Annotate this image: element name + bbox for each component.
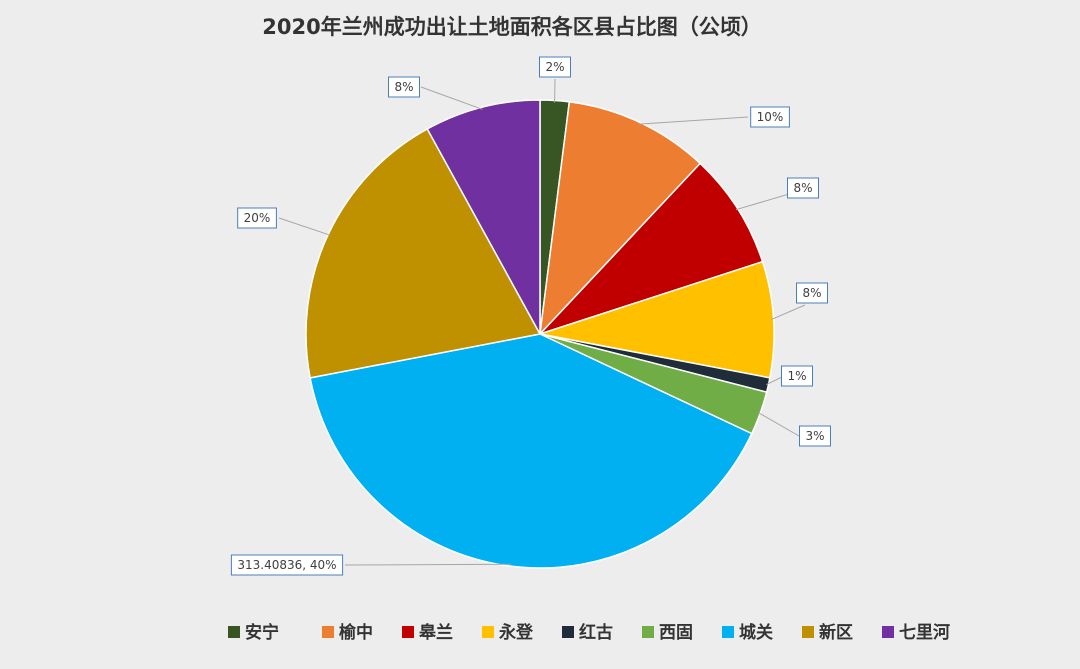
- legend-swatch: [228, 626, 240, 638]
- legend-swatch: [882, 626, 894, 638]
- legend-swatch: [802, 626, 814, 638]
- legend-label: 七里河: [899, 623, 950, 643]
- leader-line: [638, 116, 749, 125]
- legend-swatch: [322, 626, 334, 638]
- pie-slice-2: [538, 101, 702, 337]
- leader-line: [735, 193, 790, 211]
- data-label: 8%: [787, 177, 819, 199]
- leader-line: [420, 86, 483, 110]
- leader-lines: [278, 78, 806, 566]
- data-label-text: 1%: [787, 369, 806, 383]
- data-label: 8%: [388, 76, 420, 98]
- data-label: 313.40836, 40%: [230, 554, 344, 576]
- leader-line: [278, 217, 331, 236]
- data-label-text: 313.40836, 40%: [237, 558, 336, 572]
- leader-line: [771, 304, 806, 320]
- legend-item: 城关: [722, 622, 773, 643]
- data-label-box: [796, 282, 828, 304]
- data-label-text: 10%: [757, 110, 784, 124]
- legend-label: 新区: [819, 622, 853, 643]
- legend-swatch: [722, 626, 734, 638]
- data-label: 2%: [539, 56, 571, 78]
- legend-swatch: [482, 626, 494, 638]
- data-label-box: [237, 207, 277, 229]
- legend-item: 永登: [482, 622, 534, 643]
- leader-line: [344, 563, 511, 566]
- data-label-text: 8%: [793, 181, 812, 195]
- data-label-text: 20%: [244, 211, 271, 225]
- legend-item: 红古: [562, 622, 613, 643]
- pie-slice-4: [539, 260, 775, 379]
- pie-slice-7: [309, 333, 753, 569]
- data-label: 20%: [237, 207, 277, 229]
- pie-slices: [305, 99, 775, 569]
- data-label-box: [750, 106, 790, 128]
- legend-item: 西固: [642, 623, 693, 643]
- chart-title: 2020年兰州成功出让土地面积各区县占比图（公顷）: [262, 15, 761, 39]
- legend-label: 榆中: [339, 622, 373, 643]
- legend-item: 榆中: [322, 622, 373, 643]
- legend-label: 西固: [659, 623, 693, 643]
- legend-swatch: [562, 626, 574, 638]
- pie-slice-3: [539, 162, 764, 335]
- legend-label: 城关: [739, 622, 773, 643]
- leader-line: [758, 412, 800, 437]
- data-label-box: [799, 425, 831, 447]
- legend: 安宁 榆中 皋兰 永登 红古 西固 城关 新区 七里河: [228, 622, 950, 643]
- data-label: 10%: [750, 106, 790, 128]
- data-label: 8%: [796, 282, 828, 304]
- data-label: 1%: [781, 365, 813, 387]
- legend-item: 七里河: [882, 623, 950, 643]
- legend-label: 皋兰: [419, 622, 453, 643]
- legend-item: 安宁: [228, 622, 279, 643]
- data-label-text: 3%: [805, 429, 824, 443]
- legend-label: 安宁: [245, 622, 279, 643]
- pie-slice-9: [426, 99, 541, 335]
- data-label-box: [230, 554, 344, 576]
- legend-item: 皋兰: [402, 622, 453, 643]
- legend-label: 红古: [579, 622, 613, 643]
- data-label-text: 8%: [394, 80, 413, 94]
- data-label-box: [388, 76, 420, 98]
- legend-item: 新区: [802, 622, 853, 643]
- data-label: 3%: [799, 425, 831, 447]
- legend-label: 永登: [498, 622, 534, 643]
- legend-swatch: [642, 626, 654, 638]
- data-label-box: [787, 177, 819, 199]
- data-label-text: 8%: [802, 286, 821, 300]
- legend-swatch: [402, 626, 414, 638]
- data-labels: 2% 10% 8% 8% 1% 3% 313.40836, 40% 20% 8%: [230, 56, 831, 576]
- data-label-text: 2%: [545, 60, 564, 74]
- data-label-box: [781, 365, 813, 387]
- data-label-box: [539, 56, 571, 78]
